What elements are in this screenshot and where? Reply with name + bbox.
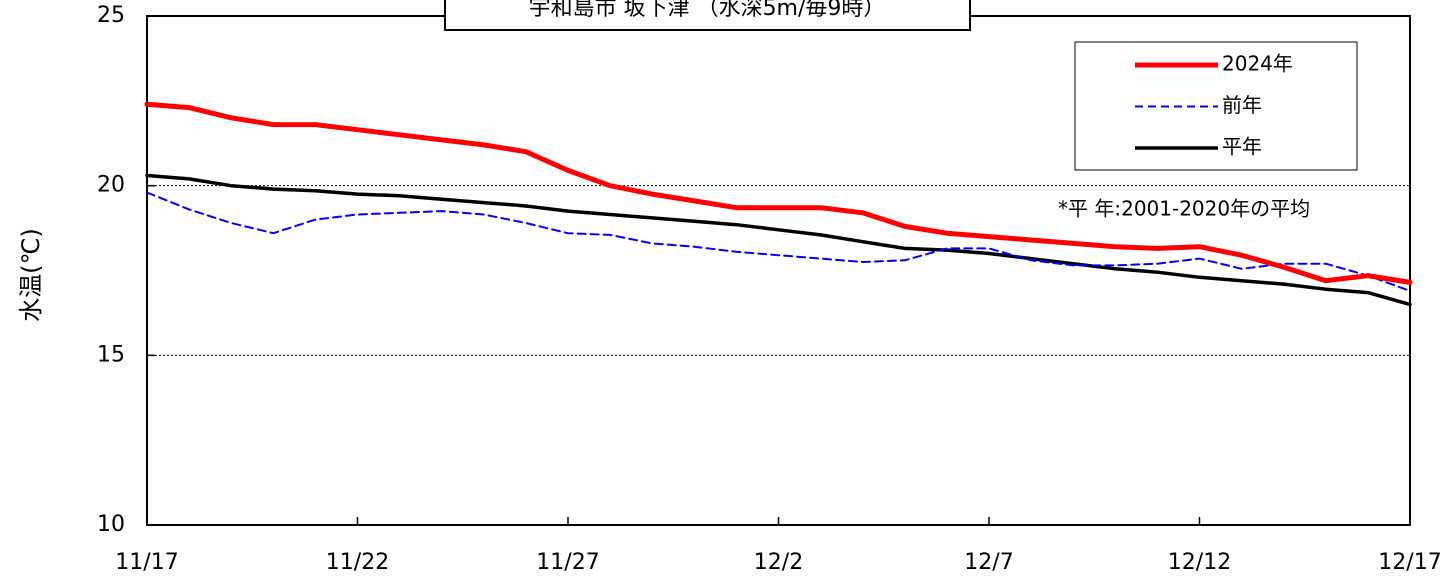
x-tick-label: 11/22 bbox=[326, 550, 389, 575]
x-tick-label: 11/17 bbox=[115, 550, 178, 575]
x-tick-label: 11/27 bbox=[536, 550, 599, 575]
y-tick-label: 15 bbox=[97, 342, 125, 367]
legend-label: 平年 bbox=[1222, 135, 1262, 159]
x-tick-label: 12/17 bbox=[1378, 550, 1441, 575]
x-tick-label: 12/12 bbox=[1168, 550, 1231, 575]
title-box bbox=[444, 0, 971, 31]
annotation: *平 年:2001-2020年の平均 bbox=[1058, 197, 1310, 221]
y-tick-label: 10 bbox=[97, 512, 125, 537]
x-tick-label: 12/7 bbox=[964, 550, 1013, 575]
x-tick-label: 12/2 bbox=[754, 550, 803, 575]
y-axis-label: 水温(℃) bbox=[17, 228, 45, 322]
legend-label: 前年 bbox=[1222, 93, 1262, 117]
y-tick-label: 20 bbox=[97, 173, 125, 198]
y-tick-label: 25 bbox=[97, 3, 125, 28]
chart-title: 宇和島市 坂下津 （水深5m/毎9時） bbox=[529, 0, 886, 21]
line-series bbox=[145, 173, 1412, 307]
line-series bbox=[146, 191, 1411, 292]
line-series bbox=[144, 101, 1413, 285]
legend-label: 2024年 bbox=[1222, 52, 1293, 76]
